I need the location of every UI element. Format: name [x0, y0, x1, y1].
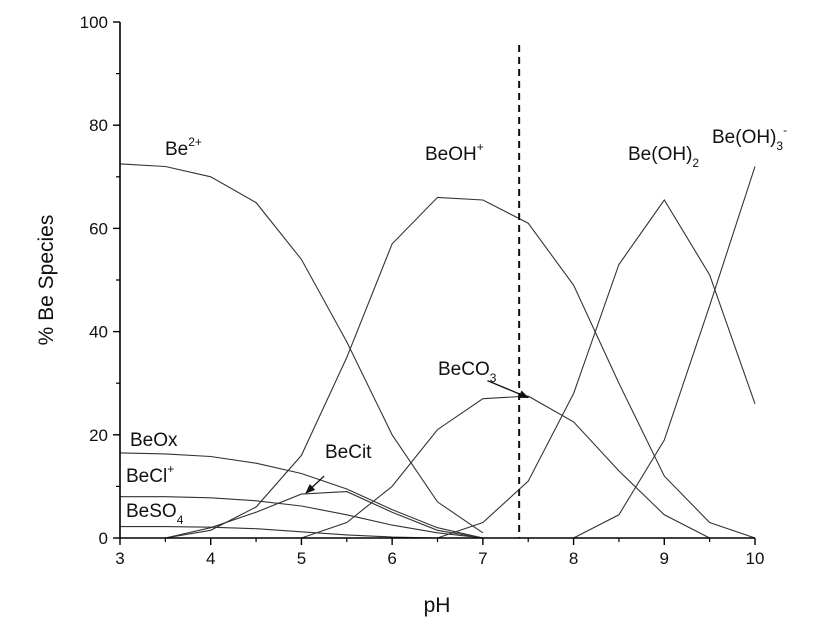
- x-tick-label: 10: [746, 549, 765, 568]
- x-tick-label: 4: [206, 549, 215, 568]
- species-label-base: Be(OH): [628, 144, 692, 165]
- species-label-becit: BeCit: [325, 442, 372, 463]
- y-tick-label: 20: [89, 426, 108, 445]
- species-label-subscript: 3: [490, 371, 497, 385]
- y-tick-label: 80: [89, 116, 108, 135]
- x-tick-label: 9: [660, 549, 669, 568]
- species-label-base: BeCit: [325, 442, 372, 463]
- series-line-beoh3: [573, 166, 756, 539]
- y-tick-label: 60: [89, 219, 108, 238]
- series-line-beoh2: [437, 198, 756, 539]
- y-tick-label: 100: [80, 13, 108, 32]
- series-line-be2: [119, 163, 484, 534]
- y-tick-label: 0: [99, 529, 108, 548]
- x-tick-label: 3: [115, 549, 124, 568]
- species-label-beoh2: Be(OH)2: [628, 144, 699, 170]
- plot-area: Be2+BeOH+ Be(OH)2Be(OH)3-BeCO3BeOxBeCl+Be…: [119, 45, 787, 539]
- series-line-beso4: [120, 526, 438, 539]
- series-line-becit: [165, 491, 483, 539]
- species-label-superscript: +: [167, 462, 174, 476]
- y-axis-title: % Be Species: [35, 215, 58, 346]
- series-line-beoh: [165, 196, 756, 539]
- species-label-base: Be: [165, 139, 188, 160]
- species-label-subscript: 4: [177, 513, 184, 527]
- x-tick-label: 5: [297, 549, 306, 568]
- series-line-becl: [120, 496, 483, 539]
- x-tick-label: 8: [569, 549, 578, 568]
- species-label-beoh: BeOH+: [425, 140, 484, 165]
- species-label-base: BeCl: [126, 466, 167, 487]
- series-line-beco3: [301, 395, 710, 539]
- species-label-beco3: BeCO3: [438, 359, 497, 385]
- species-label-superscript: 2+: [188, 135, 202, 149]
- species-label-base: BeCO: [438, 359, 490, 380]
- species-label-superscript: +: [477, 140, 484, 154]
- species-label-becl: BeCl+: [126, 462, 174, 487]
- x-tick-label: 7: [478, 549, 487, 568]
- species-label-subscript: 2: [692, 156, 699, 170]
- annotation-arrow-becit: [305, 475, 325, 494]
- x-tick-label: 6: [387, 549, 396, 568]
- species-label-beso4: BeSO4: [126, 501, 184, 527]
- species-label-base: Be(OH): [712, 127, 776, 148]
- species-label-base: BeOH: [425, 144, 477, 165]
- species-label-base: BeSO: [126, 501, 177, 522]
- annotation-arrow-beco3: [487, 380, 530, 399]
- y-tick-label: 40: [89, 323, 108, 342]
- species-label-beox: BeOx: [130, 430, 178, 451]
- series-line-beox: [119, 452, 484, 539]
- species-label-beoh3: Be(OH)3-: [712, 123, 787, 153]
- species-label-base: BeOx: [130, 430, 178, 451]
- species-label-subscript: 3: [776, 139, 783, 153]
- species-label-be2: Be2+: [165, 135, 202, 160]
- x-axis-title: pH: [424, 594, 451, 617]
- species-label-charge: -: [783, 123, 787, 137]
